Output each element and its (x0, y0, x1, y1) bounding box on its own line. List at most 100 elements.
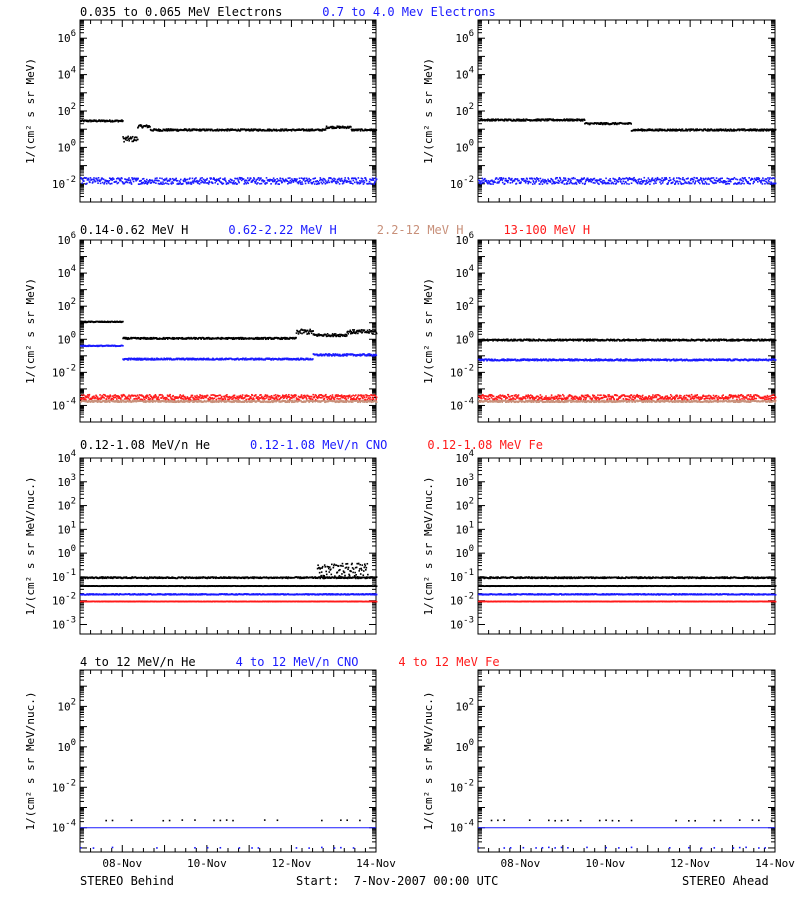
data-point (733, 183, 735, 185)
data-point (571, 177, 573, 180)
data-point (732, 178, 735, 180)
data-point (311, 400, 313, 402)
data-point (343, 179, 346, 181)
data-point (99, 182, 102, 185)
data-point (94, 180, 97, 183)
data-point (349, 182, 352, 184)
data-point (573, 182, 576, 185)
data-point (717, 128, 719, 131)
data-point (497, 182, 500, 184)
data-point (487, 180, 490, 182)
data-point (743, 182, 745, 185)
data-point (551, 179, 554, 181)
data-point (185, 178, 187, 181)
data-point (316, 335, 319, 337)
data-point (676, 130, 678, 132)
data-point (529, 177, 532, 180)
data-point (82, 119, 85, 122)
data-point (220, 401, 223, 403)
data-point (124, 398, 126, 400)
data-point (120, 399, 122, 402)
data-point (343, 180, 345, 183)
data-point (128, 401, 130, 403)
data-point (555, 118, 558, 121)
data-point (655, 179, 658, 182)
data-point (295, 336, 297, 339)
data-point (518, 118, 521, 121)
data-point (359, 130, 362, 132)
data-point (632, 177, 634, 180)
data-point (126, 357, 128, 360)
data-point (280, 180, 283, 182)
data-point (191, 357, 194, 360)
data-point (337, 333, 340, 336)
data-point (606, 182, 609, 185)
data-point (303, 400, 305, 402)
data-point (182, 358, 184, 361)
y-tick-exp: 4 (469, 66, 474, 76)
data-point (222, 182, 225, 185)
data-point (235, 177, 237, 180)
data-point (109, 183, 112, 185)
data-point (529, 181, 532, 184)
data-point (161, 183, 164, 185)
data-point (281, 338, 284, 340)
data-point (571, 182, 574, 185)
data-point (132, 180, 135, 183)
data-point (144, 337, 147, 339)
data-point (305, 330, 308, 332)
data-point (100, 397, 103, 400)
data-point (173, 338, 175, 340)
data-point (185, 128, 188, 131)
data-point (323, 399, 326, 402)
data-point (626, 177, 629, 180)
data-point (317, 334, 320, 337)
data-point (193, 337, 196, 339)
y-tick-exp: 2 (71, 297, 76, 307)
data-point (104, 179, 107, 182)
y-tick-base: 10 (57, 141, 70, 154)
data-point (580, 180, 582, 183)
data-point (343, 354, 345, 357)
data-point (189, 337, 192, 340)
data-point (124, 137, 126, 140)
data-point (110, 182, 113, 185)
data-point (207, 182, 209, 184)
data-point (96, 399, 98, 402)
data-point (635, 179, 637, 182)
data-point (255, 358, 258, 361)
data-point (167, 179, 169, 182)
data-point (286, 358, 288, 361)
data-point (366, 329, 369, 332)
data-point (354, 331, 357, 334)
data-point (277, 183, 279, 185)
data-point (122, 399, 125, 402)
data-point (366, 401, 369, 403)
data-point (187, 357, 190, 360)
data-point (630, 177, 632, 180)
data-point (478, 179, 480, 182)
data-point (169, 399, 171, 402)
data-point (302, 401, 305, 403)
data-point (279, 177, 282, 180)
data-point (224, 338, 227, 340)
data-point (147, 126, 150, 128)
data-point (710, 128, 713, 131)
data-point (288, 399, 290, 402)
data-point (212, 178, 215, 180)
data-point (546, 119, 548, 122)
data-point (490, 118, 493, 121)
data-point (699, 178, 702, 181)
data-point (583, 177, 585, 179)
data-point (489, 182, 491, 185)
data-point (140, 359, 143, 361)
data-point (301, 332, 303, 335)
data-point (293, 401, 296, 403)
data-point (179, 399, 182, 402)
data-point (632, 179, 635, 182)
data-point (626, 123, 629, 125)
data-point (344, 335, 346, 337)
data-point (125, 397, 128, 400)
data-point (191, 128, 193, 131)
data-point (601, 182, 604, 185)
